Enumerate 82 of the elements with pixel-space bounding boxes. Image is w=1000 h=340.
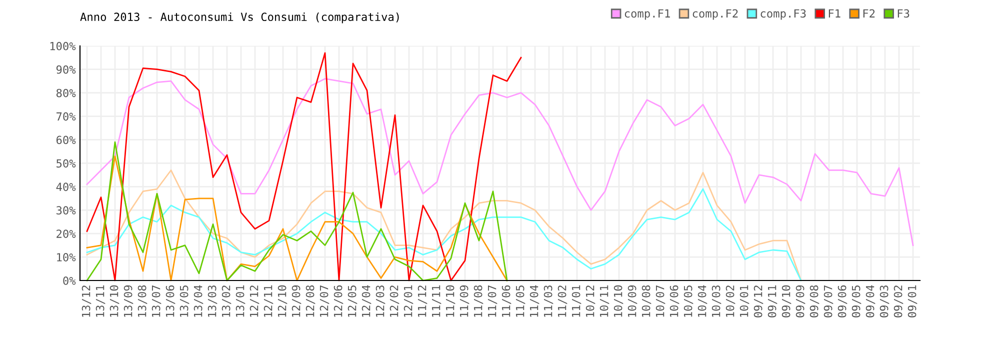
y-tick-label: 20% [56,230,76,238]
x-tick-label: 11/10 [446,285,456,317]
x-tick-label: 12/06 [334,285,344,317]
x-tick-label: 11/02 [558,286,568,317]
chart-title: Anno 2013 - Autoconsumi Vs Consumi (comparativa) [80,12,399,24]
line-series [86,78,914,246]
x-tick-label: 12/03 [376,286,386,317]
x-tick-label: 09/01 [908,285,918,318]
x-tick-label: 09/04 [866,285,876,318]
x-tick-label: 10/02 [726,286,736,317]
x-tick-label: 10/07 [656,286,666,317]
y-tick-label: 80% [56,88,76,98]
line-series [86,188,802,282]
x-tick-label: 11/12 [418,286,428,317]
x-tick-label: 13/08 [138,285,148,317]
legend-label: comp.F3 [760,9,806,20]
x-tick-label: 10/10 [614,285,624,317]
x-tick-label: 13/10 [110,285,120,317]
x-tick-label: 10/09 [628,285,638,317]
legend-label: comp.F1 [624,9,670,20]
x-tick-label: 10/06 [670,285,680,317]
legend-label: comp.F2 [692,9,738,20]
x-tick-label: 09/05 [852,286,862,318]
x-tick-label: 09/12 [754,286,764,318]
x-tick-label: 11/03 [544,286,554,317]
x-tick-label: 11/07 [488,286,498,317]
x-tick-label: 11/05 [516,286,526,317]
legend-label: F2 [863,9,875,18]
y-tick-label: 10% [57,253,76,262]
line-series [86,52,522,282]
y-tick-label: 90% [56,65,76,74]
x-tick-label: 12/04 [362,285,372,317]
y-tick-label: 0% [63,276,76,285]
x-tick-label: 12/12 [250,286,260,317]
x-tick-label: 10/12 [586,286,596,317]
x-tick-label: 11/01 [572,285,582,317]
x-tick-label: 09/11 [768,285,778,318]
y-tick-label: 100% [50,42,76,50]
y-tick-label: 70% [56,112,76,121]
x-tick-label: 13/02 [222,286,232,317]
x-tick-label: 11/08 [474,285,484,317]
x-tick-label: 11/04 [530,285,540,317]
x-tick-label: 13/05 [180,286,190,317]
y-tick-label: 60% [56,136,76,144]
x-tick-label: 10/03 [712,286,722,317]
x-tick-label: 13/03 [208,286,218,317]
x-tick-label: 11/06 [502,285,512,317]
x-tick-label: 10/01 [740,285,750,317]
x-tick-label: 09/06 [838,285,848,318]
x-tick-label: 12/10 [278,285,288,317]
x-tick-label: 09/02 [894,286,904,318]
y-tick-label: 50% [56,159,76,168]
x-tick-label: 09/08 [810,285,820,318]
x-tick-label: 12/02 [390,286,400,317]
x-tick-label: 13/09 [124,285,134,317]
x-tick-label: 12/05 [348,286,358,317]
x-tick-label: 10/04 [698,285,708,317]
x-tick-label: 10/11 [600,285,610,317]
legend-label: F1 [828,9,840,18]
legend-label: F3 [898,9,910,18]
y-tick-label: 40% [56,182,76,192]
x-tick-label: 13/07 [152,286,162,317]
x-tick-label: 12/08 [306,285,316,317]
x-tick-label: 09/09 [796,285,806,318]
x-tick-label: 10/08 [642,285,652,317]
x-tick-label: 13/04 [194,285,204,317]
x-tick-label: 10/05 [684,286,694,317]
x-tick-label: 12/01 [404,285,414,317]
x-tick-label: 13/11 [96,285,106,317]
x-tick-label: 09/07 [824,286,834,318]
x-tick-label: 11/11 [432,285,442,317]
line-series [86,170,802,282]
x-tick-label: 12/09 [292,285,302,317]
y-tick-label: 30% [56,206,76,215]
x-tick-label: 12/07 [320,286,330,317]
x-tick-label: 09/03 [880,286,890,318]
x-tick-label: 12/11 [264,285,274,317]
x-tick-label: 11/09 [460,285,470,317]
x-tick-label: 13/06 [166,285,176,317]
x-tick-label: 13/01 [236,285,246,317]
x-tick-label: 13/12 [82,286,92,317]
x-tick-label: 09/10 [782,285,792,318]
